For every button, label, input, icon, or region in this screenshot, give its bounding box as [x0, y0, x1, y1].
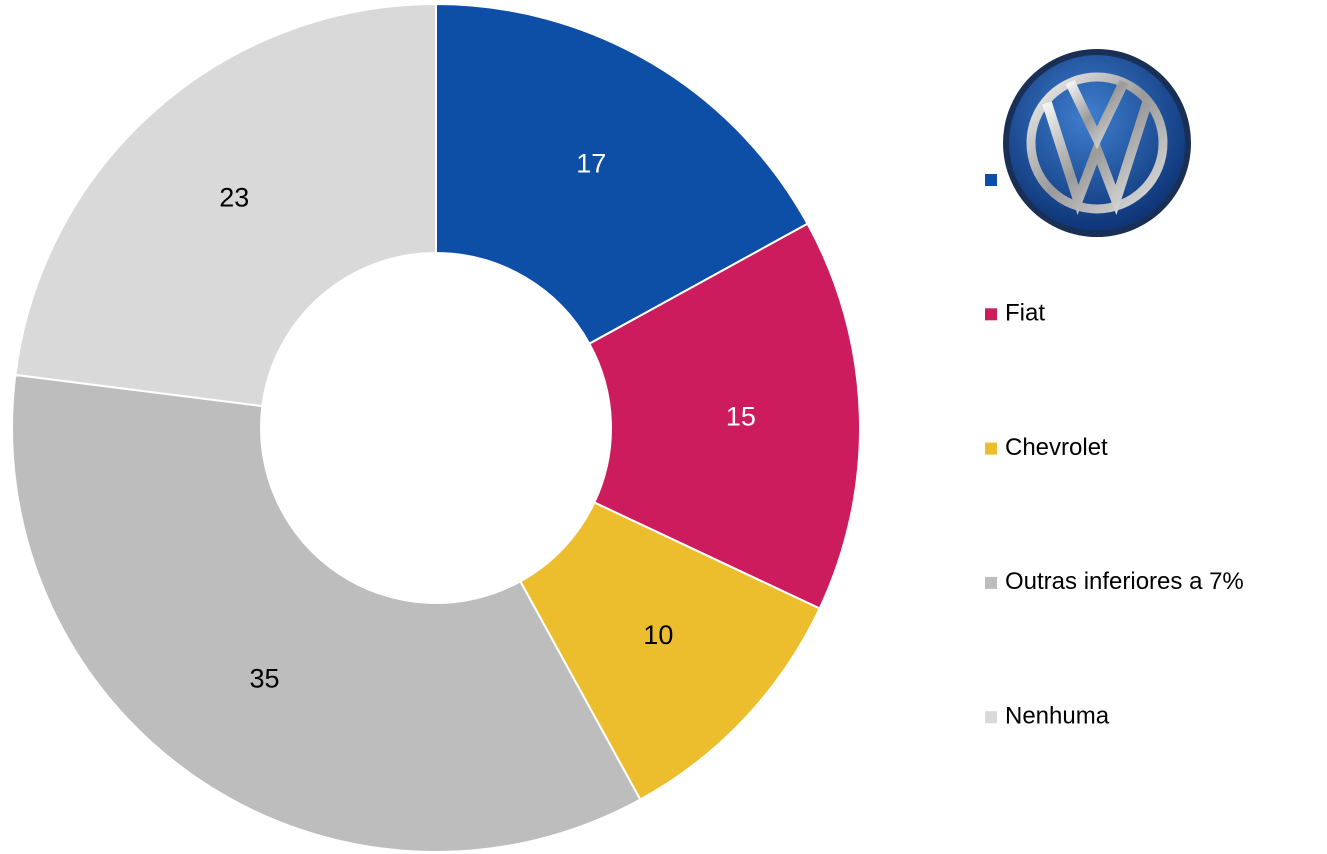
legend-swatch — [985, 308, 997, 321]
legend-swatch — [985, 442, 997, 455]
data-label: 17 — [576, 149, 606, 179]
slice — [435, 2, 809, 346]
legend-swatch — [985, 711, 997, 724]
data-label: 23 — [219, 182, 249, 212]
data-label: 15 — [726, 402, 756, 432]
vw-logo — [1003, 49, 1191, 237]
data-label: 35 — [250, 663, 280, 693]
legend-swatch — [985, 174, 997, 186]
slice — [518, 501, 821, 801]
slice — [14, 2, 437, 408]
legend-label: Chevrolet — [1005, 434, 1108, 461]
legend-label: Fiat — [1005, 300, 1045, 327]
legend-swatch — [985, 576, 997, 589]
legend-label: Nenhuma — [1005, 703, 1110, 730]
slice — [11, 373, 642, 853]
slice — [587, 222, 861, 610]
data-label: 10 — [643, 620, 673, 650]
legend-label: Outras inferiores a 7% — [1005, 568, 1244, 595]
